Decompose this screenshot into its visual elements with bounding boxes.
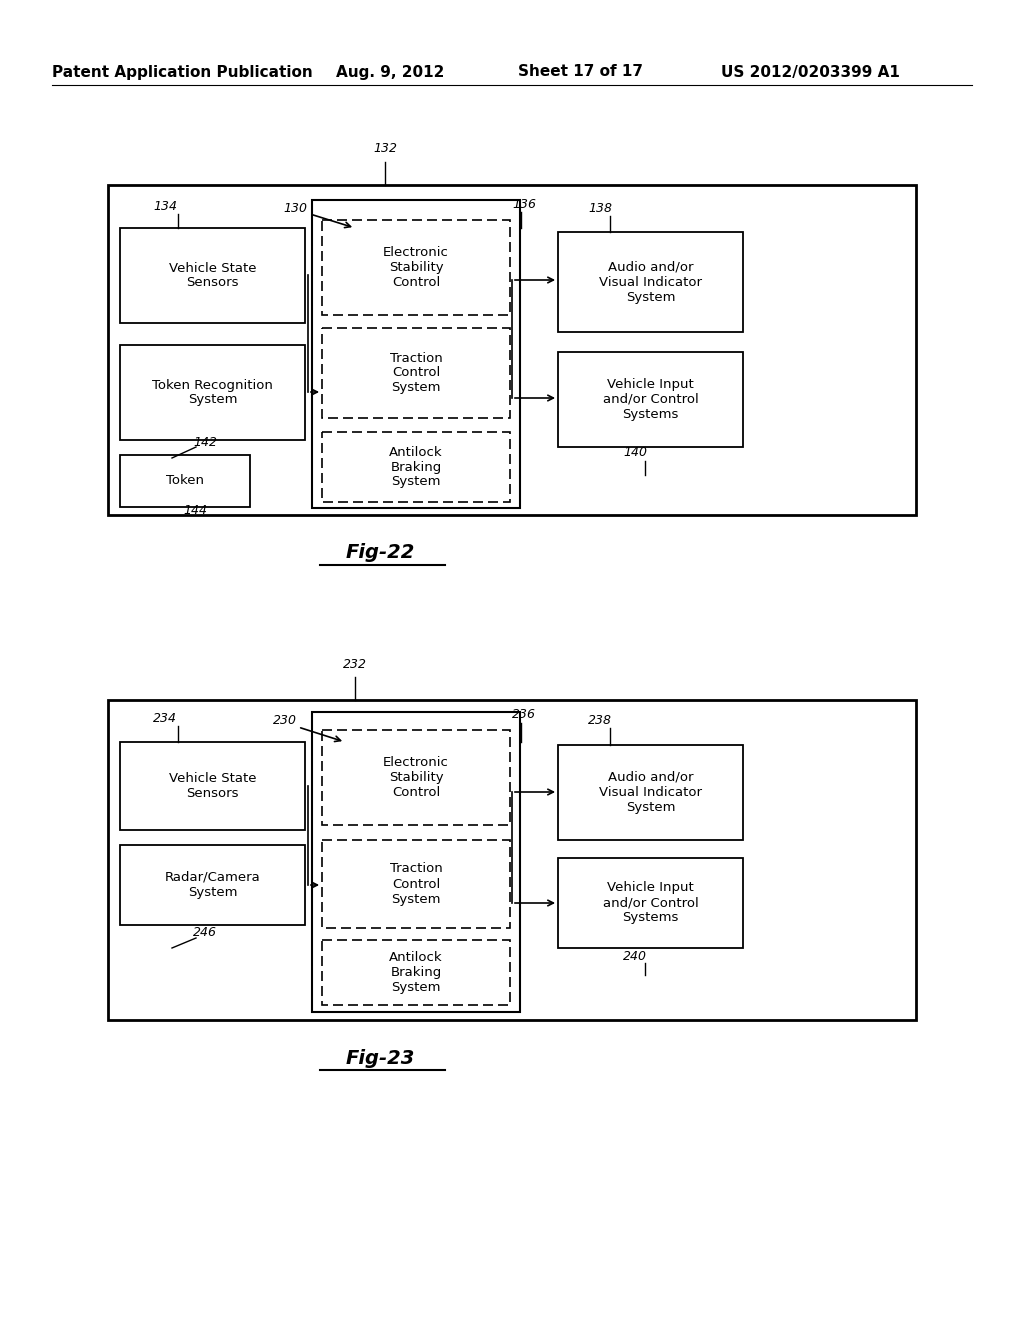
Text: 144: 144 [183,503,207,516]
Text: Token: Token [166,474,204,487]
Bar [558,232,743,333]
Text: 132: 132 [373,141,397,154]
Text: 138: 138 [588,202,612,214]
Bar [322,730,510,825]
Text: 142: 142 [193,437,217,450]
Bar [120,742,305,830]
Text: Radar/Camera
System: Radar/Camera System [165,871,260,899]
Text: Electronic
Stability
Control: Electronic Stability Control [383,246,449,289]
Bar [322,432,510,502]
Bar [312,201,520,508]
Text: Audio and/or
Visual Indicator
System: Audio and/or Visual Indicator System [599,771,702,814]
Text: Vehicle State
Sensors: Vehicle State Sensors [169,772,256,800]
Text: Vehicle Input
and/or Control
Systems: Vehicle Input and/or Control Systems [603,882,698,924]
Text: 130: 130 [283,202,307,214]
Bar [322,940,510,1005]
Bar [558,858,743,948]
Text: Traction
Control
System: Traction Control System [389,351,442,395]
Text: Fig-22: Fig-22 [345,544,415,562]
Bar [558,744,743,840]
Text: Antilock
Braking
System: Antilock Braking System [389,446,442,488]
Text: 136: 136 [512,198,536,210]
Bar [108,185,916,515]
Text: Aug. 9, 2012: Aug. 9, 2012 [336,65,444,79]
Bar [558,352,743,447]
Text: Antilock
Braking
System: Antilock Braking System [389,950,442,994]
Text: Audio and/or
Visual Indicator
System: Audio and/or Visual Indicator System [599,260,702,304]
Text: Patent Application Publication: Patent Application Publication [52,65,312,79]
Bar [322,840,510,928]
Text: 232: 232 [343,659,367,672]
Text: Traction
Control
System: Traction Control System [389,862,442,906]
Text: 246: 246 [193,927,217,940]
Text: Vehicle Input
and/or Control
Systems: Vehicle Input and/or Control Systems [603,378,698,421]
Text: 234: 234 [153,711,177,725]
Text: Vehicle State
Sensors: Vehicle State Sensors [169,261,256,289]
Text: 230: 230 [273,714,297,726]
Text: 236: 236 [512,709,536,722]
Bar [120,845,305,925]
Text: 134: 134 [153,199,177,213]
Text: Electronic
Stability
Control: Electronic Stability Control [383,756,449,799]
Bar [120,345,305,440]
Text: Token Recognition
System: Token Recognition System [152,379,273,407]
Text: 240: 240 [623,949,647,962]
Text: US 2012/0203399 A1: US 2012/0203399 A1 [721,65,899,79]
Bar [312,711,520,1012]
Bar [322,327,510,418]
Bar [108,700,916,1020]
Text: Fig-23: Fig-23 [345,1048,415,1068]
Text: Sheet 17 of 17: Sheet 17 of 17 [517,65,642,79]
Text: 238: 238 [588,714,612,726]
Bar [322,220,510,315]
Bar [120,455,250,507]
Bar [120,228,305,323]
Text: 140: 140 [623,446,647,459]
